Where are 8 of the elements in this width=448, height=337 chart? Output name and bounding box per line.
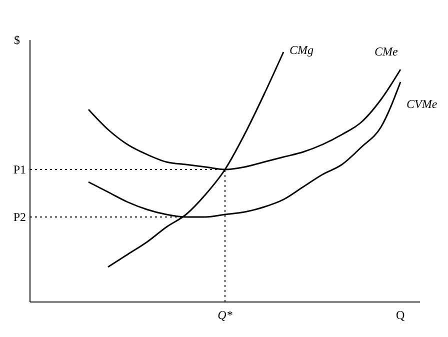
text: Q* <box>218 308 232 322</box>
ref-line-label: P2 <box>13 210 26 224</box>
x-axis-title: Q <box>396 308 405 322</box>
series-label: CMe <box>374 44 398 58</box>
ref-line-label: P1 <box>13 162 26 177</box>
series-label: CVMe <box>406 97 438 111</box>
series-label: CMg <box>290 43 314 57</box>
y-axis-title: $ <box>14 33 20 47</box>
